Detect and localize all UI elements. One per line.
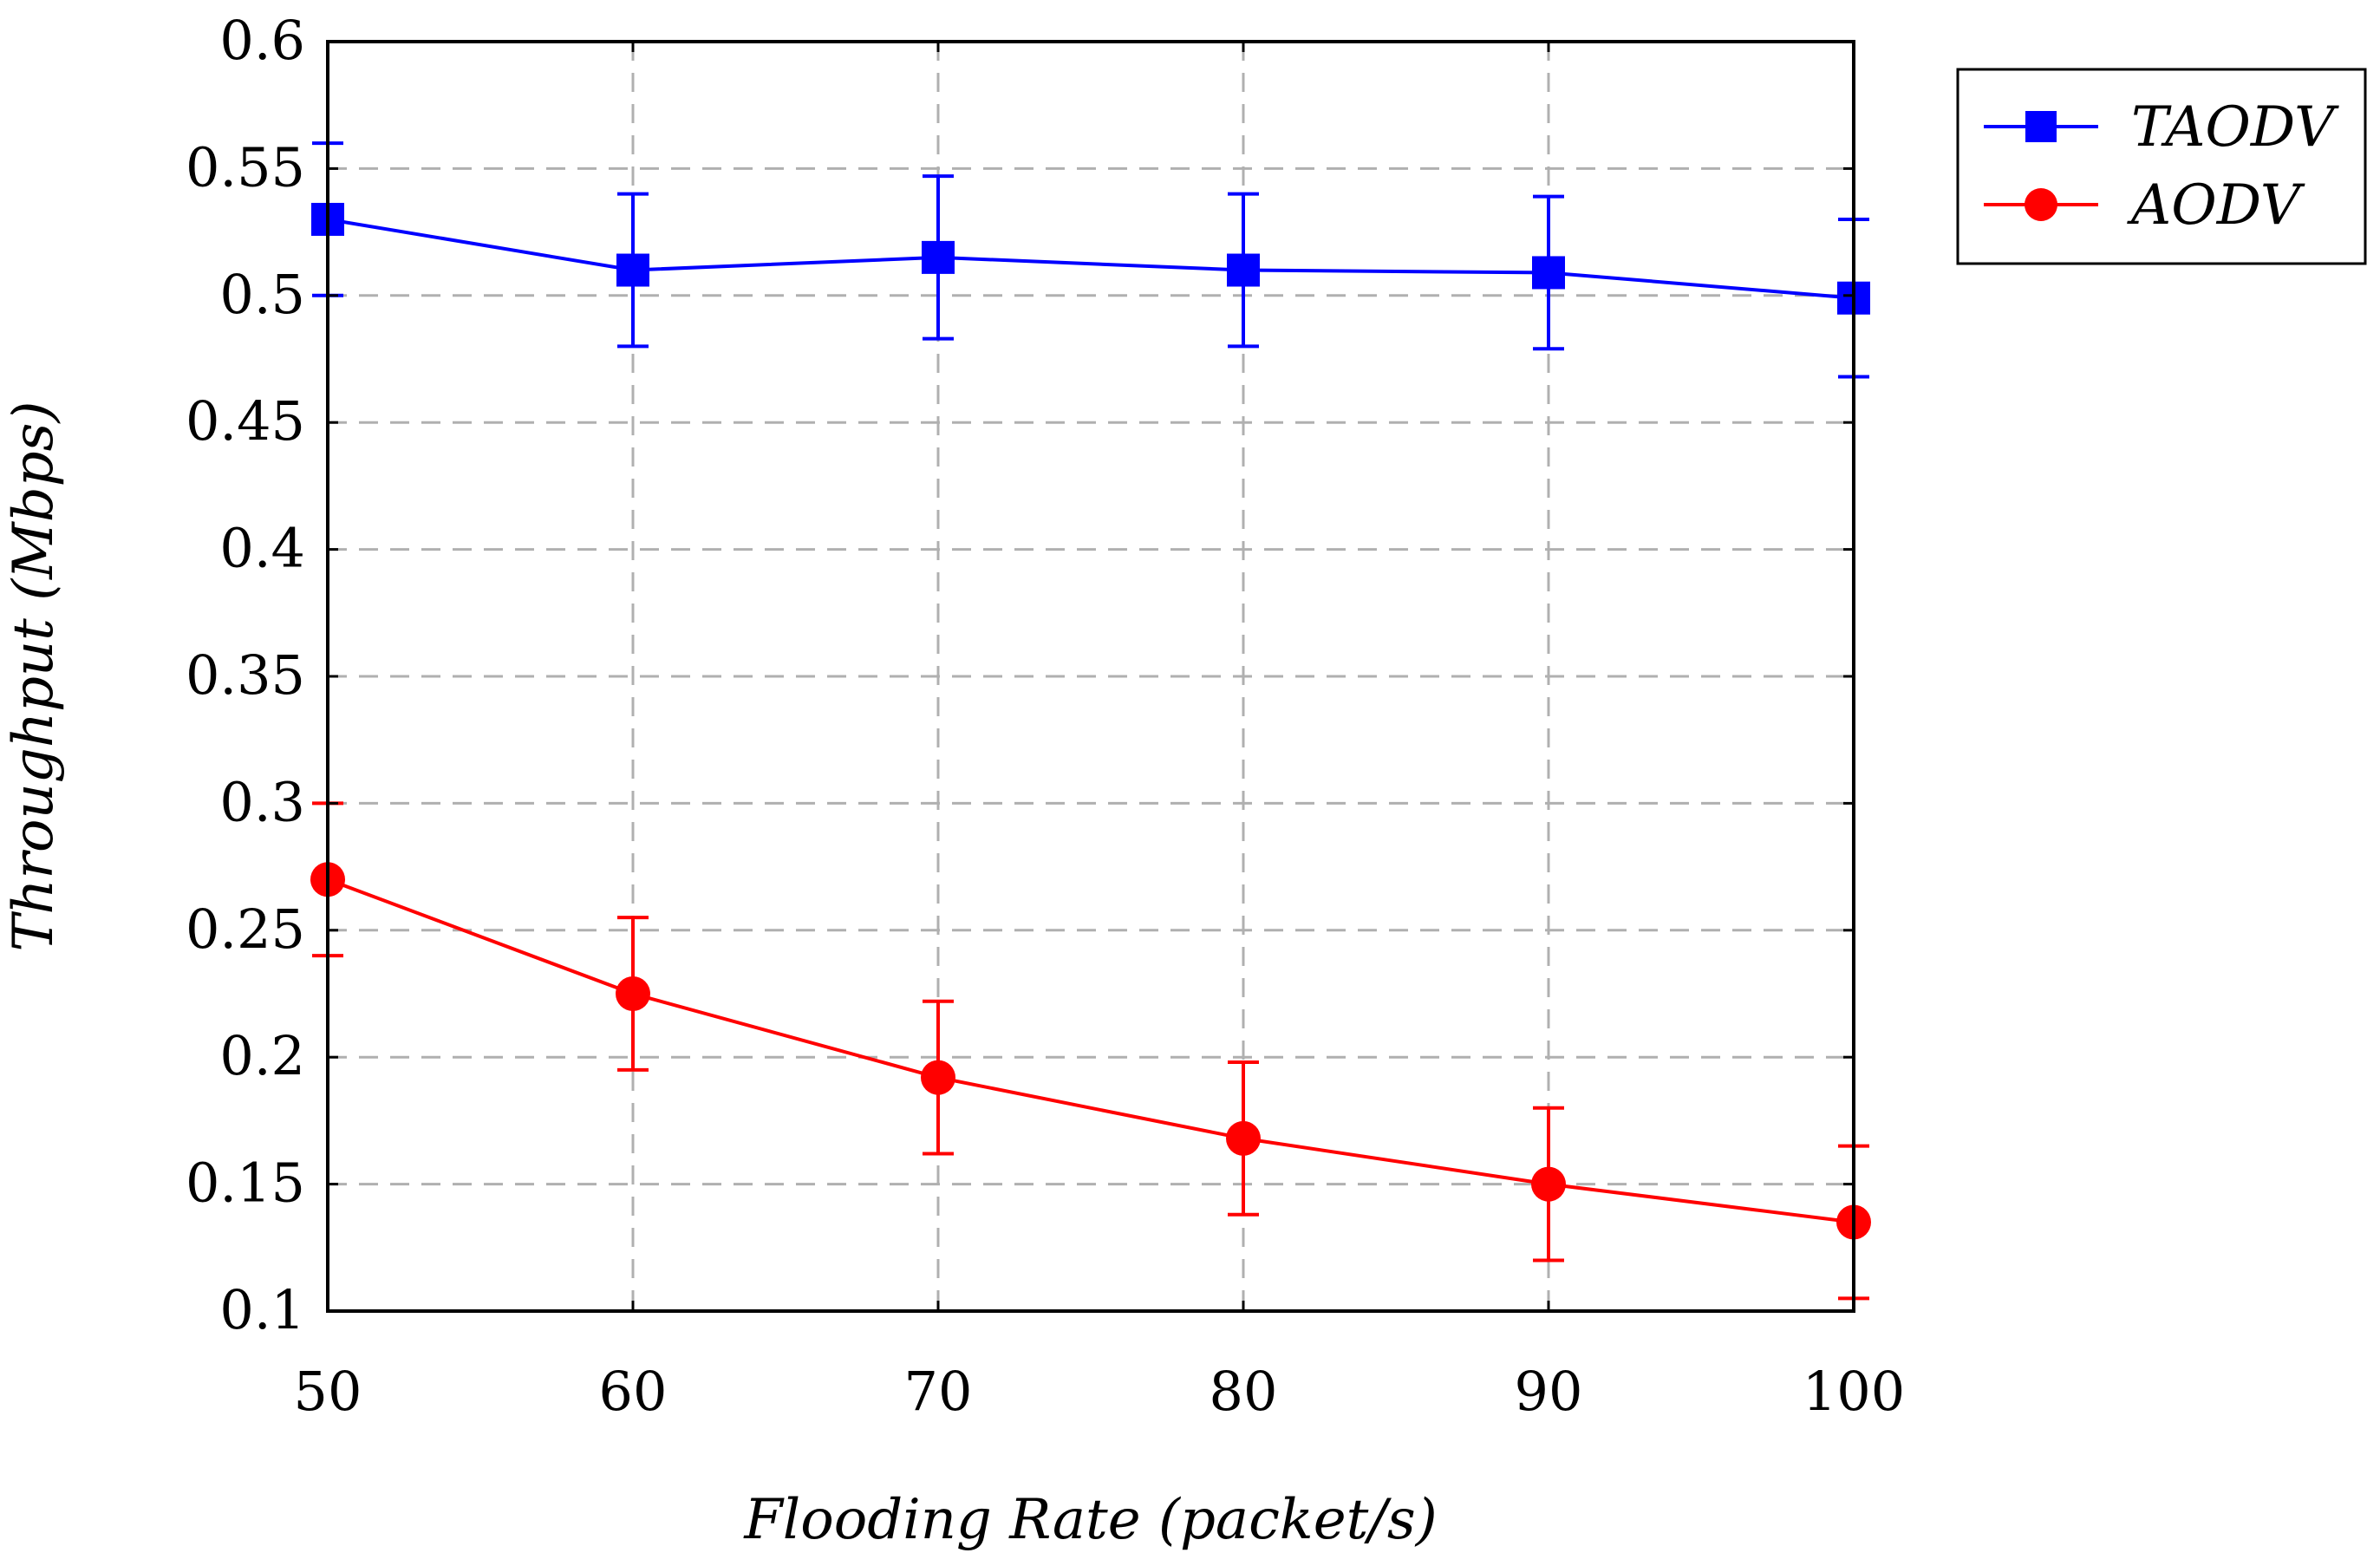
y-tick-label: 0.25 [186,897,305,961]
y-tick-label: 0.3 [219,770,305,833]
y-tick-label: 0.45 [186,389,305,453]
y-tick-label: 0.55 [186,135,305,199]
legend-label: AODV [2127,173,2305,238]
series-taodv [311,141,1870,379]
aodv-point [616,976,650,1011]
y-tick-label: 0.5 [219,263,305,326]
x-tick-label: 90 [1515,1360,1583,1423]
series-aodv [310,801,1871,1301]
series-layer [310,141,1871,1301]
aodv-point [921,1060,955,1095]
x-tick-label: 50 [294,1360,362,1423]
y-tick-label: 0.6 [219,9,305,72]
legend-marker [2025,188,2057,221]
y-axis-ticks: 0.1 0.15 0.2 0.25 0.3 0.35 0.4 0.45 0.5 0.55 0.6 [186,9,1854,1341]
legend: TAODV AODV [1956,68,2367,265]
aodv-point [1531,1166,1566,1202]
y-tick-label: 0.1 [219,1278,305,1341]
grid-lines [328,42,1854,1311]
legend-entry-taodv: TAODV [1984,95,2339,160]
legend-label: TAODV [2131,95,2339,160]
x-axis-ticks: 50 60 70 80 90 100 [294,42,1905,1423]
taodv-point [1227,253,1260,287]
taodv-point [616,253,649,287]
aodv-point [1226,1120,1261,1156]
taodv-point [1532,256,1565,290]
y-tick-label: 0.4 [219,517,305,580]
taodv-line [327,217,1855,300]
y-tick-label: 0.35 [186,643,305,707]
x-tick-label: 70 [904,1360,973,1423]
taodv-point [922,240,955,274]
legend-entry-aodv: AODV [1984,173,2305,238]
y-axis-title: Throughput (Mbps) [2,401,66,952]
y-tick-label: 0.2 [219,1024,305,1087]
y-tick-label: 0.15 [186,1152,305,1215]
x-tick-label: 80 [1210,1360,1278,1423]
legend-box [1956,68,2367,265]
aodv-line [327,878,1855,1224]
x-tick-label: 100 [1803,1360,1905,1423]
x-axis-title: Flooding Rate (packet/s) [743,1488,1437,1552]
x-tick-label: 60 [599,1360,668,1423]
legend-marker [2025,111,2057,142]
